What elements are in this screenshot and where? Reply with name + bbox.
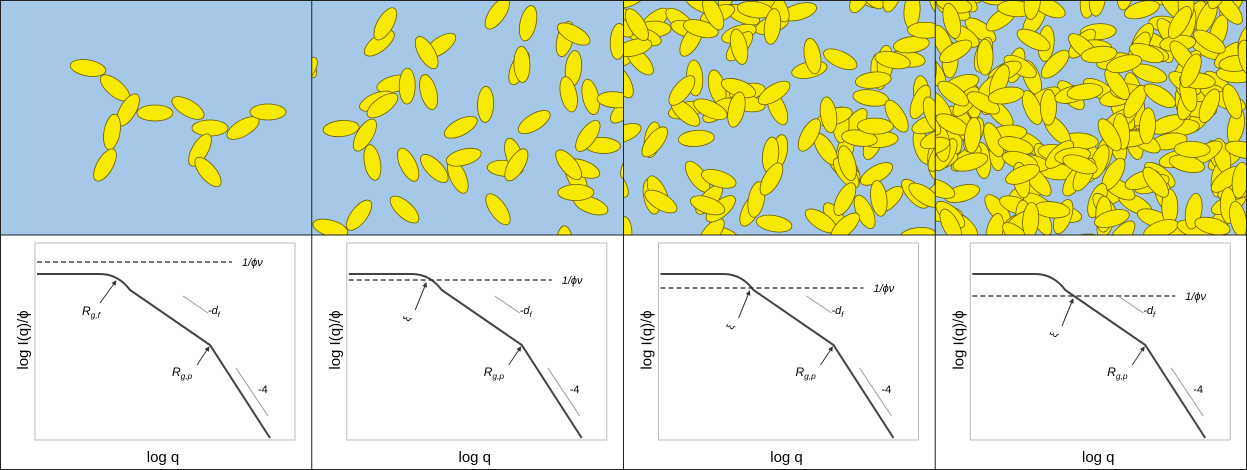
plot-frame	[659, 243, 919, 440]
knee-label-base: R	[82, 304, 91, 318]
scattering-plot: 1/ϕνlog I(q)/ϕlog qRg,f-dfRg,p-4	[15, 243, 295, 466]
particle	[137, 105, 173, 121]
y-label: log I(q)/ϕ	[15, 310, 32, 369]
particle-panel	[286, 0, 648, 262]
rg-label-base: R	[172, 365, 181, 379]
line-label: 1/ϕν	[562, 275, 583, 287]
x-label: log q	[458, 449, 491, 466]
particle	[399, 68, 416, 104]
rg-label-sub: g,p	[181, 371, 193, 381]
particle-panel	[596, 0, 961, 259]
x-label: log q	[770, 449, 803, 466]
particle	[250, 104, 286, 120]
plot-frame	[35, 243, 295, 440]
y-label: log I(q)/ϕ	[639, 310, 656, 369]
y-label: log I(q)/ϕ	[950, 310, 967, 369]
slope4-label: -4	[258, 384, 268, 396]
particle	[857, 118, 893, 135]
particle	[192, 120, 228, 136]
plot-frame	[347, 243, 607, 440]
particle-panel	[0, 0, 312, 235]
line-label: 1/ϕν	[242, 257, 263, 269]
particle	[1040, 89, 1056, 125]
y-label: log I(q)/ϕ	[327, 310, 344, 369]
rg-label-sub: g,p	[1116, 371, 1128, 381]
scattering-plot: 1/ϕνlog I(q)/ϕlog qξ-dfRg,p-4	[639, 243, 919, 466]
x-label: log q	[147, 449, 180, 466]
particle	[977, 39, 993, 75]
rg-label-sub: g,p	[492, 371, 504, 381]
slope4-label: -4	[570, 384, 580, 396]
slope4-label: -4	[882, 384, 892, 396]
plot-frame	[970, 243, 1230, 440]
rg-label-base: R	[796, 365, 805, 379]
rg-label-base: R	[1107, 365, 1116, 379]
rg-label-sub: g,p	[804, 371, 816, 381]
rg-label-base: R	[484, 365, 493, 379]
figure: 1/ϕνlog I(q)/ϕlog qRg,f-dfRg,p-41/ϕνlog …	[0, 0, 1247, 470]
line-label: 1/ϕν	[874, 283, 895, 295]
line-label: 1/ϕν	[1185, 291, 1206, 303]
x-label: log q	[1082, 449, 1115, 466]
scattering-plot: 1/ϕνlog I(q)/ϕlog qξ-dfRg,p-4	[950, 243, 1230, 466]
particle	[558, 184, 594, 200]
slope4-label: -4	[1193, 384, 1203, 396]
particle-panel	[906, 0, 1247, 262]
